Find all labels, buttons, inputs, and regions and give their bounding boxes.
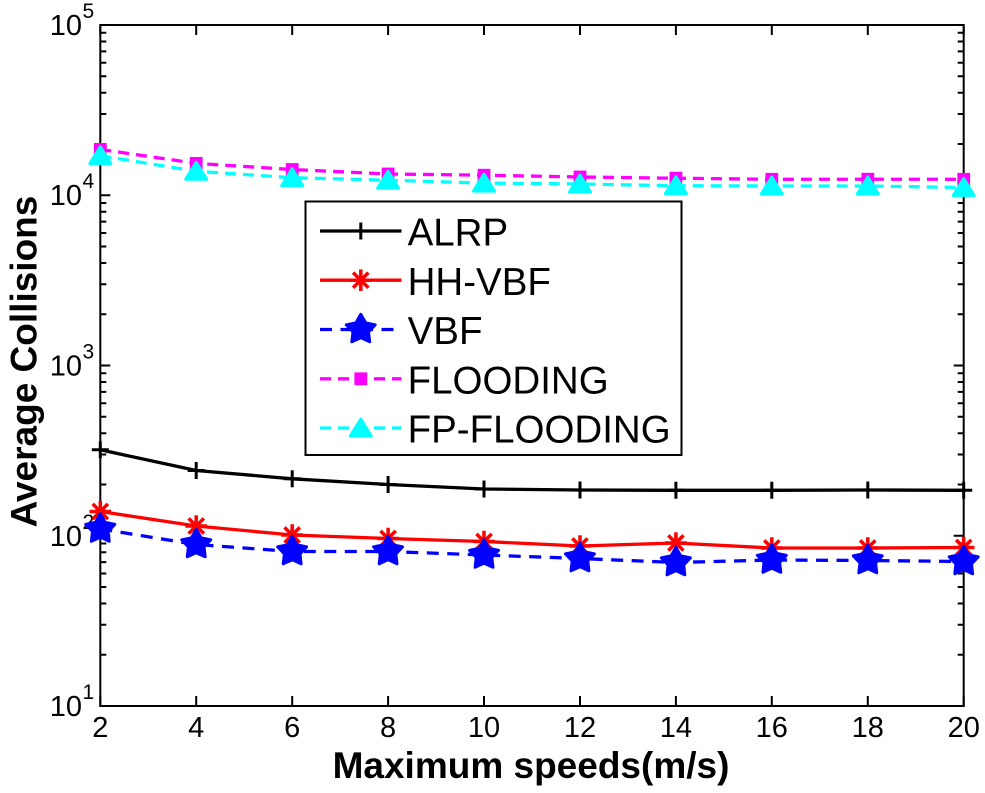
- svg-text:18: 18: [852, 712, 884, 744]
- svg-text:Maximum speeds(m/s): Maximum speeds(m/s): [333, 745, 730, 786]
- svg-text:10: 10: [50, 521, 82, 553]
- svg-text:5: 5: [83, 0, 95, 23]
- svg-text:10: 10: [50, 10, 82, 42]
- svg-text:6: 6: [284, 712, 300, 744]
- svg-text:10: 10: [50, 180, 82, 212]
- svg-text:FLOODING: FLOODING: [408, 359, 609, 402]
- svg-text:12: 12: [564, 712, 596, 744]
- svg-text:1: 1: [83, 681, 95, 704]
- svg-text:10: 10: [50, 351, 82, 383]
- svg-text:3: 3: [83, 341, 95, 364]
- svg-text:10: 10: [50, 691, 82, 723]
- svg-text:14: 14: [660, 712, 692, 744]
- svg-text:8: 8: [380, 712, 396, 744]
- svg-text:10: 10: [468, 712, 500, 744]
- svg-text:4: 4: [188, 712, 204, 744]
- svg-text:Average Collisions: Average Collisions: [4, 196, 45, 528]
- svg-text:4: 4: [83, 170, 95, 193]
- svg-text:FP-FLOODING: FP-FLOODING: [408, 409, 671, 452]
- svg-text:VBF: VBF: [408, 310, 483, 353]
- svg-text:ALRP: ALRP: [408, 212, 509, 255]
- svg-text:2: 2: [92, 712, 108, 744]
- svg-text:20: 20: [948, 712, 980, 744]
- svg-text:HH-VBF: HH-VBF: [408, 261, 551, 304]
- svg-text:16: 16: [756, 712, 788, 744]
